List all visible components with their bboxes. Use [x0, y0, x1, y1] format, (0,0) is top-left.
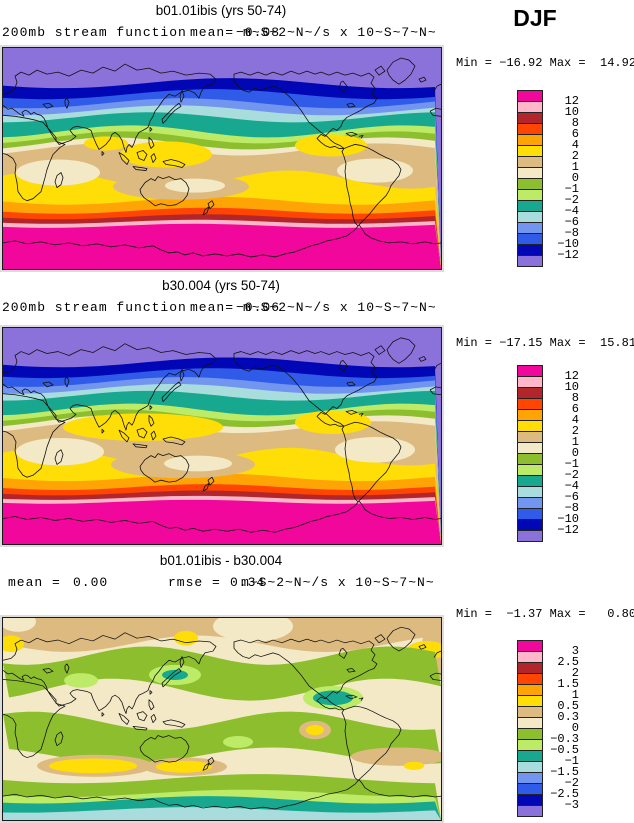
colorbar-label: −8 — [564, 501, 579, 515]
panel-3-colorbar: 3 2.5 2 1.5 1 0.5 0.3 0 −0.3 −0.5 −1 −1.5 −2 −2.5 −3 — [517, 640, 581, 820]
colorbar-label: −10 — [557, 237, 579, 251]
colorbar-label: −0.3 — [550, 732, 579, 746]
colorbar-label: 2 — [571, 149, 579, 163]
colorbar-swatch — [517, 255, 543, 267]
colorbar-label: 2 — [571, 424, 579, 438]
colorbar-label: 0 — [571, 721, 579, 735]
colorbar-label: −3 — [564, 798, 579, 812]
units-label: m~S~2~N~/s x 10~S~7~N~ — [241, 575, 435, 590]
season-label: DJF — [513, 5, 557, 31]
panel-3-subtitle: mean = 0.00 rmse = 0.34 m~S~2~N~/s x 10~… — [0, 575, 634, 592]
mean-value: −0.06 — [236, 300, 281, 315]
colorbar-label: 0 — [571, 171, 579, 185]
colorbar-label: −4 — [564, 479, 579, 493]
colorbar-swatch — [517, 805, 543, 817]
panel-1-subtitle: 200mb stream function mean= −0.08 m~S~2~… — [0, 25, 634, 42]
rmse-value: 0.34 — [230, 575, 266, 590]
colorbar-label: −8 — [564, 226, 579, 240]
variable-label: 200mb stream function — [2, 300, 187, 315]
colorbar-label: −2 — [564, 776, 579, 790]
colorbar-label: −1 — [564, 457, 579, 471]
colorbar-label: 0 — [571, 446, 579, 460]
colorbar-label: −12 — [557, 248, 579, 262]
contour-map-panel-1 — [2, 47, 442, 270]
colorbar-label: −1 — [564, 754, 579, 768]
colorbar-label: −6 — [564, 215, 579, 229]
colorbar-label: 1 — [571, 160, 579, 174]
units-label: m~S~2~N~/s x 10~S~7~N~ — [243, 300, 437, 315]
colorbar-label: −10 — [557, 512, 579, 526]
colorbar-label: 10 — [564, 380, 579, 394]
map-plot — [3, 48, 441, 269]
panel-2-colorbar: 12 10 8 6 4 2 1 0 −1 −2 −4 −6 −8 −10 −12 — [517, 365, 581, 545]
colorbar-label: −2.5 — [550, 787, 579, 801]
map-plot — [3, 618, 441, 820]
colorbar-label: 0.3 — [557, 710, 579, 724]
colorbar-label: −2 — [564, 468, 579, 482]
contour-map-panel-2 — [2, 327, 442, 545]
mean-label: mean= — [190, 300, 235, 315]
map-plot — [3, 328, 441, 544]
colorbar-label: 8 — [571, 116, 579, 130]
mean-label: mean = — [8, 575, 61, 590]
mean-label: mean= — [190, 25, 235, 40]
colorbar-label: −12 — [557, 523, 579, 537]
colorbar-label: 3 — [571, 644, 579, 658]
colorbar-label: 4 — [571, 138, 579, 152]
colorbar-label: 6 — [571, 127, 579, 141]
contour-map-panel-3-difference — [2, 617, 442, 821]
panel-2-minmax: Min = −17.15 Max = 15.81 — [456, 336, 634, 350]
rmse-label: rmse = — [168, 575, 221, 590]
colorbar-label: 1 — [571, 435, 579, 449]
panel-3-title: b01.01ibis - b30.004 — [159, 553, 283, 568]
panel-1-title: b01.01ibis (yrs 50-74) — [155, 3, 287, 18]
panel-1-minmax: Min = −16.92 Max = 14.92 — [456, 56, 634, 70]
colorbar-label: −1 — [564, 182, 579, 196]
colorbar-label: 2 — [571, 666, 579, 680]
colorbar-label: 2.5 — [557, 655, 579, 669]
colorbar-label: −2 — [564, 193, 579, 207]
colorbar-label: 12 — [564, 94, 579, 108]
panel-2-title: b30.004 (yrs 50-74) — [162, 278, 280, 293]
colorbar-label: −1.5 — [550, 765, 579, 779]
mean-value: 0.00 — [73, 575, 109, 590]
units-label: m~S~2~N~/s x 10~S~7~N~ — [243, 25, 437, 40]
colorbar-label: 6 — [571, 402, 579, 416]
colorbar-label: 12 — [564, 369, 579, 383]
panel-1-colorbar: 12 10 8 6 4 2 1 0 −1 −2 −4 −6 −8 −10 −12 — [517, 90, 581, 270]
colorbar-label: 10 — [564, 105, 579, 119]
colorbar-label: 0.5 — [557, 699, 579, 713]
colorbar-label: −4 — [564, 204, 579, 218]
panel-3-minmax: Min = −1.37 Max = 0.80 — [456, 607, 634, 621]
colorbar-label: 4 — [571, 413, 579, 427]
colorbar-label: −0.5 — [550, 743, 579, 757]
variable-label: 200mb stream function — [2, 25, 187, 40]
colorbar-label: 1 — [571, 688, 579, 702]
panel-2-subtitle: 200mb stream function mean= −0.06 m~S~2~… — [0, 300, 634, 317]
colorbar-label: 1.5 — [557, 677, 579, 691]
colorbar-label: −6 — [564, 490, 579, 504]
colorbar-swatch — [517, 530, 543, 542]
colorbar-label: 8 — [571, 391, 579, 405]
mean-value: −0.08 — [236, 25, 281, 40]
